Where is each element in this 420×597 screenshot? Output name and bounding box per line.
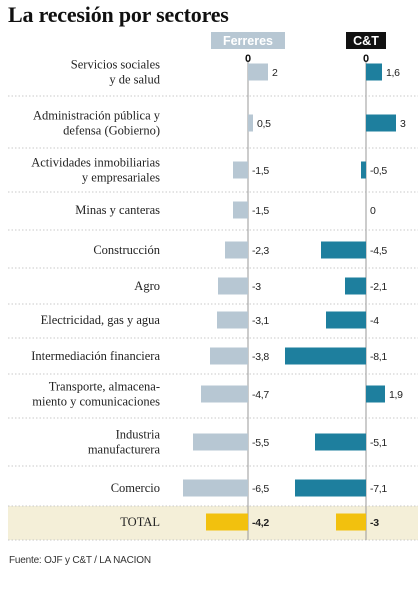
value-label-ferreres: -3,1 (252, 315, 269, 327)
value-label-ferreres: -2,3 (252, 245, 269, 257)
value-label-ferreres: -1,5 (252, 205, 269, 217)
bar-cyt (295, 479, 366, 497)
category-label: Intermediación financiera (31, 349, 160, 363)
value-label-ferreres: -5,5 (252, 437, 269, 449)
value-label-cyt: -3 (370, 517, 379, 529)
bar-cyt (366, 114, 396, 132)
value-label-cyt: -4 (370, 315, 379, 327)
bar-ferreres (225, 241, 248, 259)
value-label-ferreres: -3,8 (252, 351, 269, 363)
bar-cyt (285, 347, 366, 365)
bar-cyt (326, 311, 366, 329)
bar-cyt (366, 63, 382, 81)
source-note: Fuente: OJF y C&T / LA NACION (9, 555, 151, 566)
bar-cyt (336, 513, 366, 531)
category-label: Actividades inmobiliarias (31, 156, 160, 170)
bar-ferreres (193, 433, 248, 451)
legend-header-cyt (346, 32, 386, 49)
bar-ferreres (217, 311, 248, 329)
value-label-cyt: -7,1 (370, 483, 387, 495)
category-label: Administración pública y (33, 109, 161, 123)
bar-ferreres (248, 63, 268, 81)
value-label-cyt: -8,1 (370, 351, 387, 363)
value-label-cyt: -0,5 (370, 165, 387, 177)
category-label: y de salud (109, 73, 160, 87)
category-label: Transporte, almacena- (49, 380, 160, 394)
category-label: Industria (116, 428, 161, 442)
category-label: Construcción (93, 243, 160, 257)
category-label: Comercio (111, 481, 160, 495)
value-label-ferreres: 0,5 (257, 118, 271, 130)
category-label: y empresariales (82, 171, 160, 185)
value-label-cyt: -5,1 (370, 437, 387, 449)
category-label: Electricidad, gas y agua (41, 313, 161, 327)
bar-cyt (321, 241, 366, 259)
bar-ferreres (248, 114, 253, 132)
value-label-cyt: -2,1 (370, 281, 387, 293)
category-label: TOTAL (120, 515, 160, 529)
legend-label-cyt: C&T (353, 34, 379, 48)
value-label-cyt: -4,5 (370, 245, 387, 257)
bar-ferreres (210, 347, 248, 365)
bar-ferreres (206, 513, 248, 531)
category-label: Servicios sociales (71, 58, 160, 72)
bar-ferreres (233, 201, 248, 219)
value-label-cyt: 1,6 (386, 67, 400, 79)
category-label: Minas y canteras (75, 203, 160, 217)
bar-cyt (366, 385, 385, 403)
bar-cyt (345, 277, 366, 295)
bar-cyt (315, 433, 366, 451)
value-label-cyt: 3 (400, 118, 406, 130)
bar-ferreres (183, 479, 248, 497)
value-label-ferreres: -3 (252, 281, 261, 293)
value-label-ferreres: -6,5 (252, 483, 269, 495)
category-label: manufacturera (88, 443, 161, 457)
value-label-ferreres: -4,7 (252, 389, 269, 401)
value-label-ferreres: -4,2 (252, 517, 269, 529)
legend-label-ferreres: Ferreres (223, 34, 273, 48)
value-label-ferreres: 2 (272, 67, 278, 79)
bar-ferreres (233, 161, 248, 179)
bar-ferreres (201, 385, 248, 403)
legend-header-ferreres (211, 32, 285, 49)
value-label-ferreres: -1,5 (252, 165, 269, 177)
category-label: miento y comunicaciones (32, 395, 160, 409)
value-label-cyt: 1,9 (389, 389, 403, 401)
bar-cyt (361, 161, 366, 179)
category-label: defensa (Gobierno) (63, 124, 160, 138)
chart-title: La recesión por sectores (8, 2, 229, 27)
zero-tick-label: 0 (363, 53, 369, 65)
category-label: Agro (134, 279, 160, 293)
value-label-cyt: 0 (370, 205, 376, 217)
bar-ferreres (218, 277, 248, 295)
zero-tick-label: 0 (245, 53, 251, 65)
